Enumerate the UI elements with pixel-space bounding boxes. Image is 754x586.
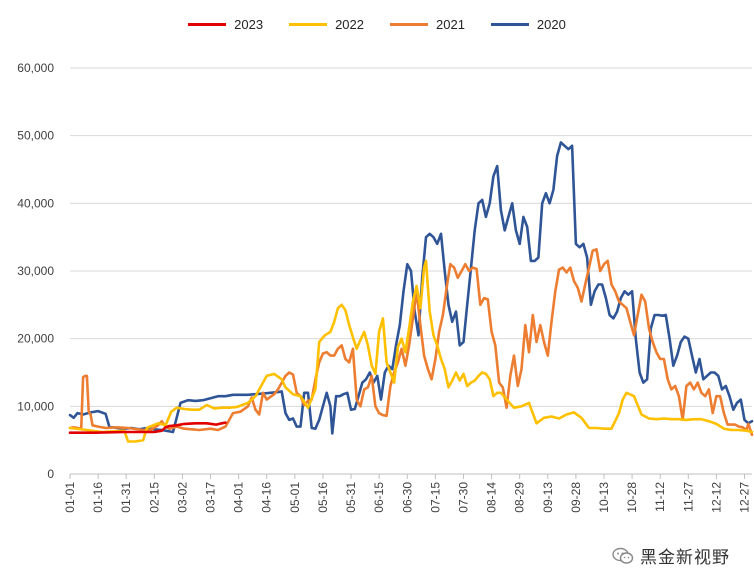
y-tick-label: 60,000 <box>17 61 54 75</box>
legend-label: 2021 <box>436 16 465 32</box>
x-tick-label: 07-30 <box>456 482 470 513</box>
series-line-2020 <box>68 141 754 435</box>
x-tick-label: 12-12 <box>709 482 723 513</box>
y-tick-label: 20,000 <box>17 332 54 346</box>
x-tick-label: 07-15 <box>428 482 442 513</box>
x-tick-label: 11-27 <box>681 482 695 512</box>
y-axis-tick-labels: 0 10,000 20,000 30,000 40,000 50,000 60,000 <box>17 61 54 481</box>
wechat-icon <box>612 547 634 564</box>
series-line-2023 <box>68 421 227 434</box>
x-tick-label: 05-31 <box>344 482 358 513</box>
x-tick-label: 02-15 <box>147 482 161 513</box>
x-tick-label: 05-16 <box>316 482 330 513</box>
y-tick-label: 30,000 <box>17 264 54 278</box>
x-tick-label: 06-30 <box>400 482 414 513</box>
x-tick-label: 10-13 <box>597 482 611 513</box>
x-tick-label: 06-15 <box>372 482 386 513</box>
y-tick-label: 50,000 <box>17 129 54 143</box>
series-line-2022 <box>68 259 754 443</box>
legend-swatch <box>289 22 328 26</box>
legend-item-2023: 2023 <box>188 14 263 34</box>
legend-label: 2022 <box>335 16 364 32</box>
x-tick-label: 04-01 <box>232 482 246 513</box>
x-tick-label: 01-31 <box>119 482 133 513</box>
legend-item-2020: 2020 <box>490 14 566 34</box>
x-tick-label: 04-16 <box>260 482 274 513</box>
watermark-text: 黑金新视野 <box>640 548 730 567</box>
y-tick-label: 0 <box>47 467 54 481</box>
x-tick-label: 01-01 <box>63 482 77 513</box>
x-tick-label: 05-01 <box>288 482 302 513</box>
x-tick-label: 09-28 <box>569 482 583 513</box>
x-tick-label: 12-27 <box>738 482 752 513</box>
x-tick-label: 09-13 <box>541 482 555 513</box>
legend-item-2021: 2021 <box>390 14 465 34</box>
series-lines <box>68 141 754 443</box>
legend-swatch <box>390 22 428 26</box>
legend-label: 2020 <box>536 16 566 32</box>
legend: 2023 2022 2021 2020 <box>0 14 754 34</box>
legend-label: 2023 <box>234 16 264 32</box>
legend-swatch <box>490 22 529 26</box>
x-tick-label: 08-29 <box>513 482 527 513</box>
x-tick-label: 03-02 <box>175 482 189 513</box>
x-tick-label: 01-16 <box>91 482 105 513</box>
x-axis-tick-labels: 01-01 01-16 01-31 02-15 03-02 03-17 04-01 04-16… <box>63 474 752 513</box>
x-tick-label: 10-28 <box>625 482 639 513</box>
x-tick-label: 11-12 <box>653 482 667 512</box>
series-line-2021 <box>68 248 754 437</box>
y-tick-label: 40,000 <box>17 196 54 210</box>
x-tick-label: 08-14 <box>485 482 499 513</box>
y-tick-label: 10,000 <box>17 399 54 413</box>
watermark: 黑金新视野 <box>612 543 730 568</box>
legend-swatch <box>188 22 227 26</box>
legend-item-2022: 2022 <box>289 14 364 34</box>
x-tick-label: 03-17 <box>204 482 218 513</box>
